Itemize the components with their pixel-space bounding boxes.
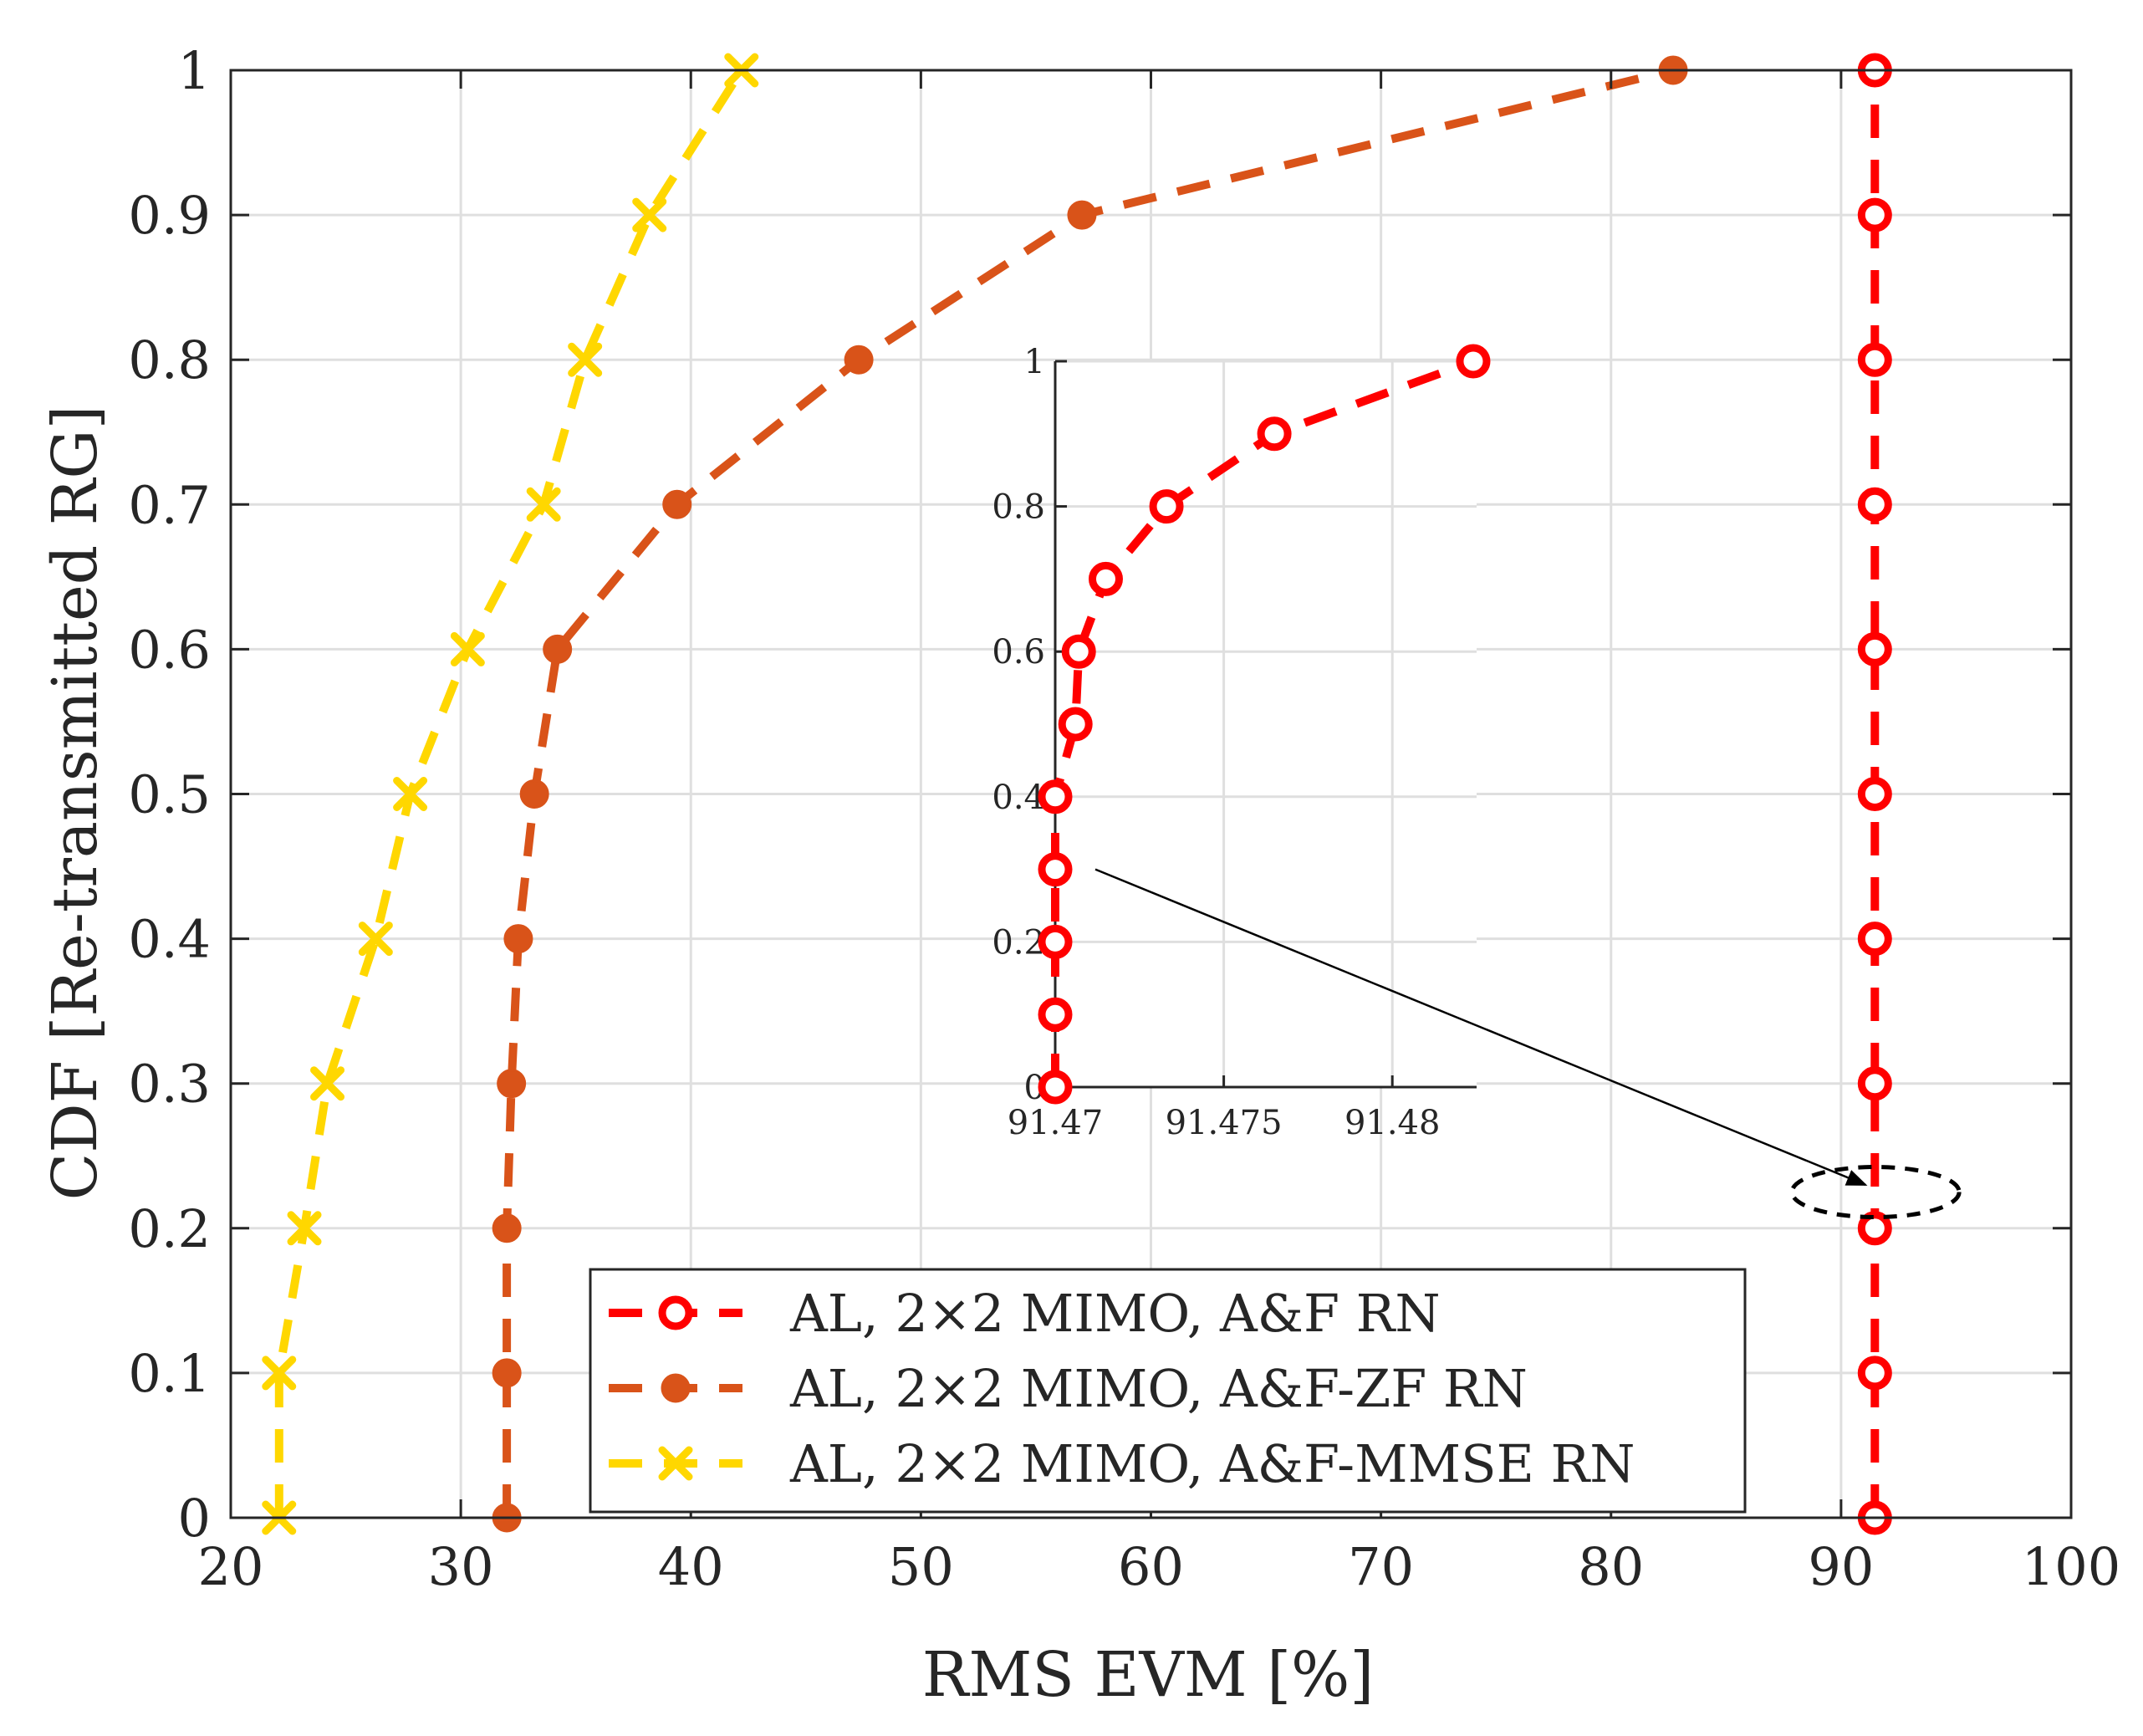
annotation-arrow (1094, 868, 1868, 1187)
legend-marker (658, 1446, 693, 1481)
x-tick-label: 60 (1118, 1536, 1184, 1597)
data-point (492, 1358, 522, 1388)
data-point (393, 777, 428, 811)
main-ticks: 20 30 40 50 60 70 80 90 100 0 0.1 0.2 0.3 0.4 0.5 0.6 0.… (128, 40, 2120, 1597)
y-tick-label: 0.4 (128, 909, 211, 970)
data-point (1857, 777, 1892, 811)
legend-box (589, 1268, 1747, 1514)
inset-data-point (1149, 489, 1184, 524)
inset-background (1055, 361, 1477, 1087)
x-tick-label: 20 (198, 1536, 264, 1597)
inset-data-point (1038, 1070, 1073, 1105)
legend-label: AL, 2×2 MIMO, A&F RN (789, 1283, 1441, 1344)
data-point (1857, 1356, 1892, 1391)
legend-label: AL, 2×2 MIMO, A&F-MMSE RN (789, 1433, 1635, 1494)
data-point (526, 487, 561, 522)
inset-y-tick-label: 0.6 (992, 633, 1045, 671)
inset-series-line (1051, 357, 1475, 1087)
y-tick-label: 0 (178, 1488, 211, 1549)
inset-x-tick-label: 91.475 (1166, 1104, 1283, 1142)
inset-y-tick-label: 1 (1024, 343, 1045, 381)
legend-entry-al-2-2-mimo-a-f-zf-rn: AL, 2×2 MIMO, A&F-ZF RN (609, 1358, 1528, 1419)
data-point (287, 1211, 322, 1246)
y-tick-label: 0.3 (128, 1054, 211, 1115)
data-point (503, 924, 533, 954)
inset-series (1038, 344, 1491, 1105)
x-tick-label: 30 (428, 1536, 494, 1597)
inset-data-point (1038, 852, 1073, 887)
data-point (1067, 200, 1097, 230)
y-tick-label: 0.7 (128, 474, 211, 535)
inset-data-point (1058, 707, 1093, 742)
x-tick-label: 90 (1808, 1536, 1874, 1597)
legend-entry-al-2-2-mimo-a-f-mmse-rn: AL, 2×2 MIMO, A&F-MMSE RN (609, 1433, 1635, 1494)
data-point (632, 197, 667, 232)
data-point (1857, 197, 1892, 232)
annotation-ellipse (1789, 1165, 1962, 1220)
series-al-2-2-mimo-a-f-rn (1857, 53, 1892, 1535)
y-tick-label: 0.6 (128, 619, 211, 680)
data-point (1857, 342, 1892, 377)
legend-marker (661, 1373, 691, 1403)
y-tick-label: 0.2 (128, 1198, 211, 1259)
data-point (497, 1069, 527, 1099)
data-point (543, 634, 573, 664)
inset-y-tick-label: 0.8 (992, 488, 1045, 527)
x-tick-label: 100 (2022, 1536, 2120, 1597)
data-point (358, 922, 393, 957)
inset-x-tick-label: 91.47 (1008, 1104, 1104, 1142)
inset-y-tick-label: 0.4 (992, 779, 1045, 817)
data-point (1857, 922, 1892, 957)
data-point (1857, 1211, 1892, 1246)
inset-y-tick-label: 0.2 (992, 923, 1045, 962)
y-tick-label: 0.5 (128, 764, 211, 825)
data-point (1857, 1066, 1892, 1101)
data-point (844, 345, 874, 375)
data-point (310, 1066, 345, 1101)
inset-data-point (1257, 416, 1292, 452)
legend-entry-al-2-2-mimo-a-f-rn: AL, 2×2 MIMO, A&F RN (609, 1283, 1441, 1344)
inset-data-point (1038, 779, 1073, 814)
data-point (662, 489, 692, 519)
y-tick-label: 0.9 (128, 185, 211, 246)
data-point (492, 1213, 522, 1243)
main-series (262, 53, 1892, 1535)
inset-data-point (1061, 634, 1096, 669)
x-tick-label: 40 (658, 1536, 724, 1597)
y-tick-label: 0.8 (128, 329, 211, 391)
legend-marker (658, 1295, 693, 1330)
x-tick-label: 80 (1578, 1536, 1644, 1597)
x-axis-label: RMS EVM [%] (922, 1639, 1375, 1711)
data-point (1857, 487, 1892, 522)
legend-label: AL, 2×2 MIMO, A&F-ZF RN (789, 1358, 1528, 1419)
x-tick-label: 50 (888, 1536, 954, 1597)
y-axis-label: CDF [Re-transmitted RG] (39, 406, 111, 1201)
data-point (262, 1356, 297, 1391)
zoom-annotation (1094, 868, 1962, 1220)
data-point (1857, 631, 1892, 666)
x-tick-label: 70 (1348, 1536, 1414, 1597)
inset-data-point (1038, 997, 1073, 1032)
inset-data-point (1038, 924, 1073, 959)
data-point (450, 631, 485, 666)
y-tick-label: 0.1 (128, 1343, 211, 1404)
inset-data-point (1456, 344, 1491, 379)
inset-data-point (1088, 561, 1123, 596)
data-point (519, 779, 549, 809)
inset-x-tick-label: 91.48 (1344, 1104, 1441, 1142)
legend: AL, 2×2 MIMO, A&F RN AL, 2×2 MIMO, A&F-ZF… (589, 1268, 1747, 1514)
y-tick-label: 1 (178, 40, 211, 101)
data-point (568, 342, 603, 377)
series-al-2-2-mimo-a-f-zf-rn (492, 55, 1688, 1533)
